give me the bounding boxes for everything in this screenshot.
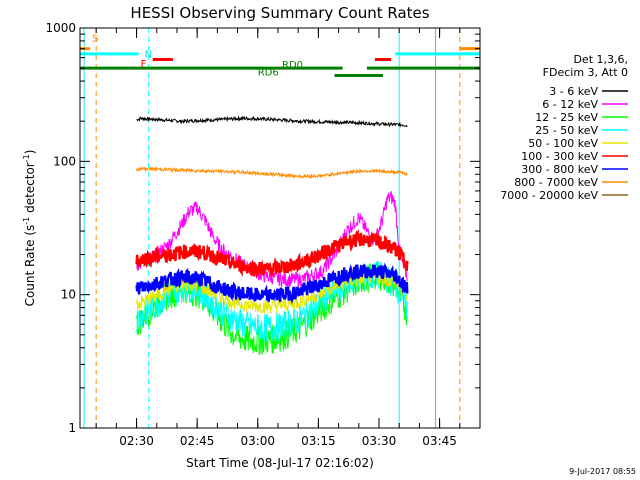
y-tick-label: 1000 bbox=[45, 21, 76, 35]
plot-frame bbox=[79, 27, 481, 429]
legend-label-7000-20000-kev: 7000 - 20000 keV bbox=[500, 189, 598, 202]
legend-label-100-300-kev: 100 - 300 keV bbox=[521, 150, 598, 163]
x-tick-label: 02:30 bbox=[119, 434, 154, 448]
legend-label-12-25-kev: 12 - 25 keV bbox=[535, 111, 598, 124]
y-tick-label: 10 bbox=[61, 288, 76, 302]
series-line-800-7000-kev bbox=[136, 165, 408, 180]
annotation-s: S bbox=[92, 33, 98, 44]
annotation-f: F bbox=[141, 59, 147, 70]
footer-date: 9-Jul-2017 08:55 bbox=[569, 467, 636, 476]
legend-label-25-50-kev: 25 - 50 keV bbox=[535, 124, 598, 137]
series-line-6-12-kev bbox=[136, 190, 408, 289]
y-tick-label: 1 bbox=[68, 421, 76, 435]
y-axis-label-sup1: -1 bbox=[22, 217, 31, 225]
y-axis-label-end: ) bbox=[23, 150, 37, 155]
legend-label-50-100-kev: 50 - 100 keV bbox=[528, 137, 598, 150]
legend-label-300-800-kev: 300 - 800 keV bbox=[521, 163, 598, 176]
x-tick-label: 03:15 bbox=[301, 434, 336, 448]
series-line-100-300-kev bbox=[135, 229, 409, 279]
legend-label-3-6-kev: 3 - 6 keV bbox=[549, 85, 598, 98]
annotation-n: N bbox=[145, 50, 152, 61]
y-axis-label: Count Rate (s-1 detector-1) bbox=[22, 150, 37, 307]
annotation-rd0: RD0 bbox=[282, 60, 303, 71]
legend-header-1: Det 1,3,6, bbox=[573, 53, 628, 66]
y-axis-label-main: Count Rate (s bbox=[23, 225, 37, 307]
y-tick-label: 100 bbox=[53, 154, 76, 168]
series-line-3-6-kev bbox=[136, 115, 408, 128]
annotation-rd6: RD6 bbox=[258, 68, 279, 79]
legend-header-2: FDecim 3, Att 0 bbox=[543, 66, 628, 79]
series-line-50-100-kev bbox=[136, 270, 408, 314]
y-axis-label-mid: detector bbox=[23, 162, 37, 217]
x-tick-label: 03:45 bbox=[422, 434, 457, 448]
x-axis-label: Start Time (08-Jul-17 02:16:02) bbox=[186, 456, 374, 470]
legend-label-800-7000-kev: 800 - 7000 keV bbox=[514, 176, 598, 189]
x-tick-label: 03:00 bbox=[240, 434, 275, 448]
series-line-300-800-kev bbox=[135, 262, 409, 305]
chart-title: HESSI Observing Summary Count Rates bbox=[130, 4, 429, 22]
x-tick-label: 02:45 bbox=[180, 434, 215, 448]
y-axis-label-sup2: -1 bbox=[22, 154, 31, 162]
legend-label-6-12-kev: 6 - 12 keV bbox=[542, 98, 598, 111]
data-layer bbox=[135, 115, 409, 355]
x-tick-label: 03:30 bbox=[362, 434, 397, 448]
axis-layer: 1 10 100 1000 02:30 02:45 03:00 03:15 03:30 03:45 bbox=[45, 21, 481, 448]
